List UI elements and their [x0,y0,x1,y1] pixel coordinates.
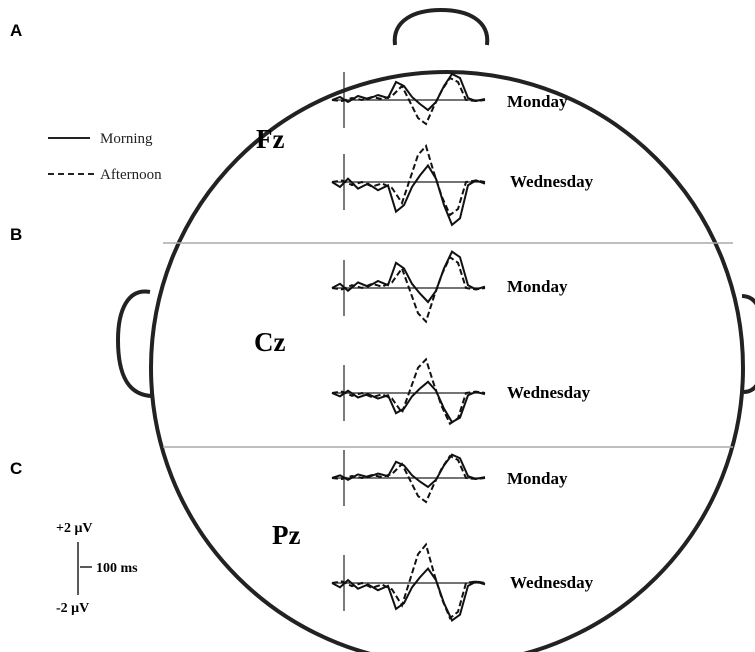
legend-label: Afternoon [100,167,162,183]
day-label: Wednesday [510,172,594,191]
legend-label: Morning [100,131,153,147]
scale-time: 100 ms [96,561,138,576]
panel-label: A [10,21,22,40]
head-outline [151,72,743,652]
day-label: Wednesday [507,383,591,402]
electrode-label: Pz [272,520,300,550]
day-label: Monday [507,469,568,488]
day-label: Monday [507,277,568,296]
electrode-label: Fz [256,124,284,154]
nose [395,10,488,45]
left-ear [118,292,152,396]
scale-top: +2 μV [56,521,93,536]
scale-bottom: -2 μV [56,601,89,616]
figure: A B C Morning Afternoon Fz Cz Pz Monday … [0,0,755,652]
head [118,10,755,652]
electrode-label: Cz [254,327,285,357]
day-label: Wednesday [510,573,594,592]
day-label: Monday [507,92,568,111]
panel-label: B [10,225,22,244]
panel-label: C [10,459,22,478]
